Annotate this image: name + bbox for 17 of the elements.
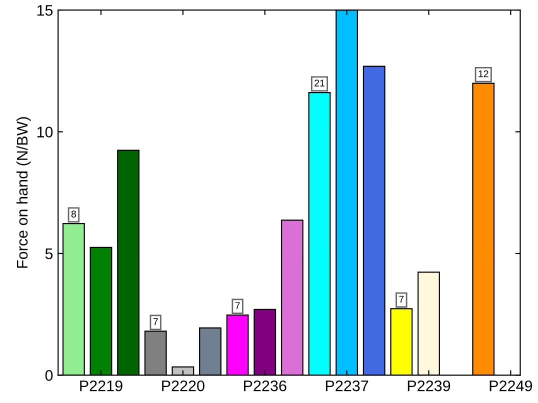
- x-tick-label: P2239: [408, 380, 450, 392]
- annotation: 21: [314, 80, 324, 86]
- x-tick-label: P2219: [80, 380, 122, 392]
- y-tick-label: 0: [45, 370, 53, 381]
- annotation: 7: [235, 302, 240, 309]
- y-tick-label: 5: [45, 248, 53, 260]
- annotation: 7: [153, 318, 158, 325]
- annotation: 12: [478, 70, 488, 78]
- x-tick-label: P2249: [490, 380, 532, 392]
- x-tick-label: P2236: [244, 380, 286, 392]
- annotation: 7: [399, 296, 404, 303]
- x-tick-label: P2220: [162, 380, 204, 392]
- annotation: 8: [71, 210, 76, 218]
- y-tick-label: 15: [37, 5, 53, 16]
- y-tick-label: 10: [37, 126, 53, 138]
- y-axis-title: Force on hand (N/BW): [16, 117, 31, 268]
- x-tick-label: P2237: [326, 380, 368, 392]
